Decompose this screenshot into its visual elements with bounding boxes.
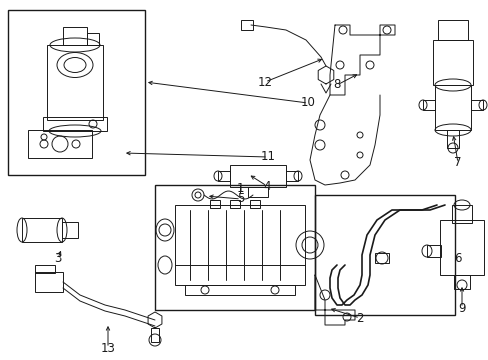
Bar — [175, 205, 305, 285]
Text: 3: 3 — [54, 252, 61, 265]
Bar — [241, 20, 252, 30]
Bar — [434, 85, 470, 130]
Bar — [184, 285, 294, 295]
Bar — [218, 171, 229, 181]
Bar — [374, 253, 388, 263]
Text: 9: 9 — [457, 302, 465, 315]
Text: 5: 5 — [237, 193, 244, 206]
Text: 1: 1 — [236, 181, 243, 194]
Text: 11: 11 — [260, 150, 275, 163]
Bar — [229, 200, 240, 208]
Text: 8: 8 — [333, 78, 340, 91]
Bar — [453, 275, 469, 289]
Bar — [470, 100, 482, 110]
Bar — [426, 245, 440, 257]
Bar — [47, 45, 103, 120]
Bar — [151, 328, 159, 342]
Text: 4: 4 — [263, 180, 270, 193]
Bar — [87, 33, 99, 45]
Bar — [43, 117, 107, 131]
Bar — [28, 130, 92, 158]
Bar — [8, 10, 145, 175]
Bar — [35, 265, 55, 273]
Text: 12: 12 — [257, 76, 272, 89]
Bar — [439, 220, 483, 275]
Bar — [451, 205, 471, 223]
Bar — [247, 187, 267, 197]
Bar — [62, 222, 78, 238]
Text: 2: 2 — [356, 311, 363, 324]
Bar — [209, 200, 220, 208]
Text: 7: 7 — [453, 157, 461, 170]
Text: 6: 6 — [453, 252, 461, 265]
Bar — [446, 130, 458, 148]
Bar — [285, 171, 297, 181]
Bar — [437, 20, 467, 40]
Bar — [229, 165, 285, 187]
Text: 10: 10 — [300, 96, 315, 109]
Bar — [432, 40, 472, 85]
Bar — [22, 218, 62, 242]
Bar — [63, 27, 87, 45]
Bar — [249, 200, 260, 208]
Bar — [35, 272, 63, 292]
Bar — [314, 195, 454, 315]
Text: 13: 13 — [101, 342, 115, 355]
Bar — [422, 100, 434, 110]
Bar — [155, 185, 314, 310]
